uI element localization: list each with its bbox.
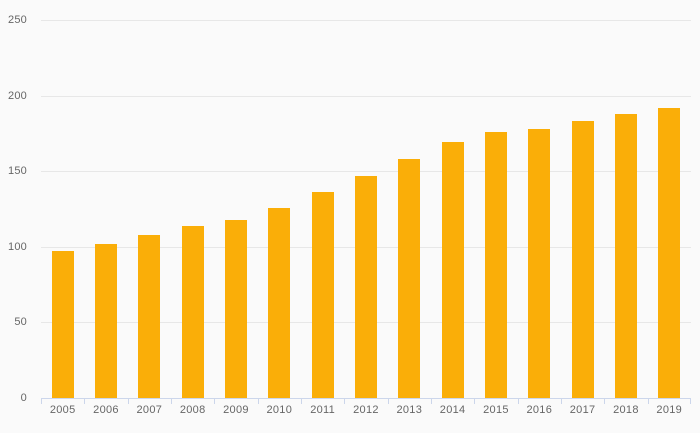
bar-2012[interactable] — [354, 175, 377, 398]
x-axis-tick — [648, 398, 649, 404]
y-axis: 0 50 100 150 200 250 — [0, 0, 27, 433]
bar-2013[interactable] — [398, 159, 421, 398]
x-axis-tick — [258, 398, 259, 404]
x-tick-label-2014: 2014 — [439, 404, 466, 416]
bar-slot-2016 — [518, 20, 561, 398]
x-axis-tick — [561, 398, 562, 404]
bar-slot-2012 — [344, 20, 387, 398]
bar-slot-2013 — [388, 20, 431, 398]
x-axis-line — [41, 398, 691, 399]
x-axis-tick — [518, 398, 519, 404]
x-axis-tick — [690, 398, 691, 404]
x-axis-tick — [431, 398, 432, 404]
bars-layer — [41, 20, 691, 398]
bar-2019[interactable] — [658, 107, 681, 398]
x-tick-label-2015: 2015 — [483, 404, 509, 416]
bar-2006[interactable] — [94, 243, 117, 398]
x-tick-label-2009: 2009 — [223, 404, 249, 416]
gridline-200 — [41, 95, 691, 97]
x-tick-label-2011: 2011 — [310, 404, 336, 416]
x-axis-tick — [84, 398, 85, 404]
y-tick-label-200: 200 — [8, 89, 27, 102]
x-tick-label-2018: 2018 — [613, 404, 639, 416]
bar-slot-2007 — [128, 20, 171, 398]
bar-2018[interactable] — [614, 113, 637, 398]
x-tick-label-2006: 2006 — [93, 404, 119, 416]
bar-slot-2005 — [41, 20, 84, 398]
y-tick-label-250: 250 — [8, 14, 27, 26]
y-tick-label-100: 100 — [8, 240, 27, 253]
x-axis-tick — [214, 398, 215, 404]
bar-2010[interactable] — [268, 207, 291, 398]
y-tick-label-150: 150 — [8, 165, 27, 178]
bar-slot-2010 — [258, 20, 301, 398]
bar-slot-2015 — [474, 20, 517, 398]
x-axis-tick — [604, 398, 605, 404]
x-tick-label-2016: 2016 — [526, 404, 553, 416]
x-axis-tick — [128, 398, 129, 404]
bar-2007[interactable] — [138, 234, 161, 398]
bar-slot-2006 — [84, 20, 127, 398]
gridline-250 — [41, 20, 691, 21]
plot-area — [41, 20, 691, 404]
x-axis-tick — [388, 398, 389, 404]
x-tick-label-2017: 2017 — [569, 404, 596, 416]
x-axis-tick — [474, 398, 475, 404]
x-tick-label-2010: 2010 — [266, 404, 293, 416]
x-tick-label-2005: 2005 — [49, 404, 76, 416]
x-tick-label-2007: 2007 — [136, 404, 163, 416]
x-tick-label-2013: 2013 — [396, 404, 423, 416]
bar-2016[interactable] — [528, 128, 551, 398]
x-axis-tick — [41, 398, 42, 404]
bar-slot-2008 — [171, 20, 214, 398]
bar-slot-2017 — [561, 20, 604, 398]
x-axis-tick — [344, 398, 345, 404]
bar-2005[interactable] — [51, 251, 74, 398]
bar-2011[interactable] — [311, 192, 334, 398]
y-tick-label-0: 0 — [20, 392, 27, 404]
bar-2008[interactable] — [181, 225, 204, 398]
x-axis-tick — [171, 398, 172, 404]
bar-slot-2009 — [214, 20, 257, 398]
x-axis-labels: 2005 2006 2007 2008 2009 2010 2011 2012 2013 2014… — [41, 402, 691, 418]
bar-2017[interactable] — [571, 121, 594, 398]
x-tick-label-2012: 2012 — [353, 404, 379, 416]
gridline-150 — [41, 171, 691, 173]
bar-slot-2018 — [604, 20, 647, 398]
x-tick-label-2008: 2008 — [179, 404, 206, 416]
x-axis-tick — [301, 398, 302, 404]
bar-2009[interactable] — [224, 219, 247, 398]
y-tick-label-50: 50 — [14, 316, 27, 329]
bar-2014[interactable] — [441, 142, 464, 398]
x-tick-label-2019: 2019 — [656, 404, 683, 416]
bar-slot-2014 — [431, 20, 474, 398]
bar-slot-2011 — [301, 20, 344, 398]
bar-slot-2019 — [648, 20, 691, 398]
bar-2015[interactable] — [484, 131, 507, 398]
